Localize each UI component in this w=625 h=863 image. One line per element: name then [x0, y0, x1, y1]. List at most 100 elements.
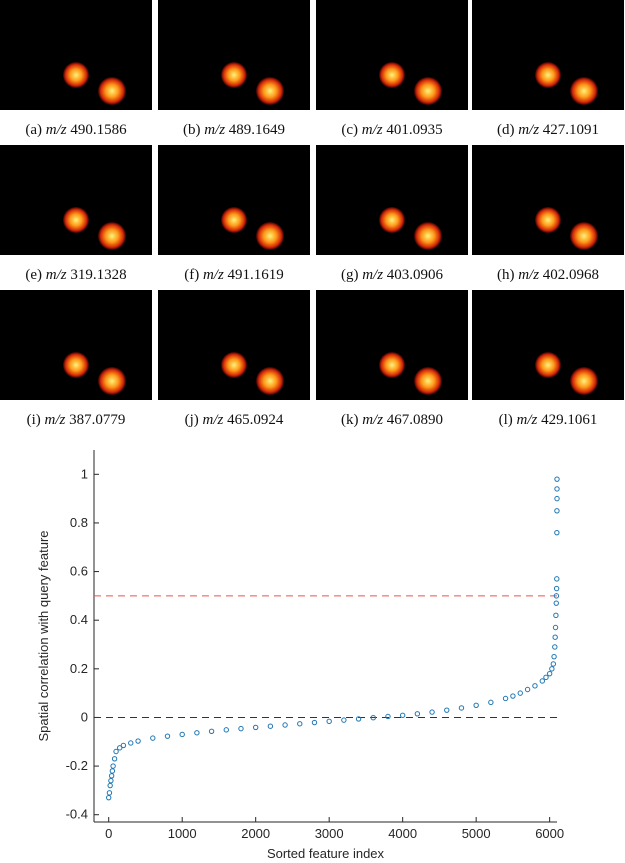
data-point [488, 699, 494, 706]
panel-caption: (i) m/z 387.0779 [27, 412, 126, 428]
caption-value: 319.1328 [70, 267, 126, 283]
ion-image [158, 290, 310, 400]
hotspot [379, 62, 405, 88]
panel-caption: (k) m/z 467.0890 [341, 412, 443, 428]
caption-value: 490.1586 [70, 122, 127, 138]
data-point [267, 723, 274, 729]
hotspot [98, 222, 126, 250]
caption-value: 429.1061 [541, 412, 597, 428]
data-point [554, 486, 560, 492]
y-tick-label: -0.2 [66, 758, 88, 773]
data-point [429, 709, 435, 715]
caption-value: 491.1619 [228, 267, 284, 283]
panel-caption: (c) m/z 401.0935 [341, 122, 442, 138]
ion-image [0, 290, 152, 400]
data-point [117, 745, 123, 751]
data-point [524, 686, 531, 693]
plot-area [94, 450, 557, 822]
data-point [549, 666, 555, 672]
data-point [458, 705, 465, 711]
hotspot [221, 62, 247, 88]
data-point [311, 719, 318, 726]
hotspot [63, 207, 89, 233]
caption-mz: m/z [46, 267, 67, 283]
panel-caption: (h) m/z 402.0968 [497, 267, 599, 283]
caption-label: (f) [184, 267, 199, 283]
data-point [355, 716, 362, 722]
caption-value: 467.0890 [387, 412, 443, 428]
data-point [113, 748, 119, 755]
caption-label: (g) [341, 267, 359, 283]
data-point [510, 693, 516, 699]
hotspot [63, 62, 89, 88]
ion-image [0, 145, 152, 255]
data-point [111, 756, 118, 762]
y-tick-label: 0.6 [70, 564, 88, 579]
caption-mz: m/z [362, 267, 383, 283]
y-tick-label: -0.4 [66, 807, 88, 822]
hotspot [414, 367, 442, 395]
caption-label: (c) [341, 122, 358, 138]
caption-label: (e) [25, 267, 42, 283]
hotspot [98, 367, 126, 395]
y-tick-label: 1 [81, 466, 88, 481]
caption-mz: m/z [362, 122, 383, 138]
data-point [150, 735, 156, 741]
data-point [552, 624, 559, 631]
hotspot [535, 207, 561, 233]
data-point [444, 707, 450, 713]
x-tick-label: 5000 [462, 826, 491, 841]
data-point [106, 790, 113, 796]
hotspot [98, 77, 126, 105]
y-tick-label: 0.8 [70, 515, 88, 530]
data-point [551, 653, 557, 660]
data-point [553, 612, 559, 619]
hotspot [256, 222, 284, 250]
data-point [517, 690, 523, 696]
caption-label: (k) [341, 412, 359, 428]
data-point [341, 717, 347, 723]
data-point [414, 711, 421, 717]
caption-label: (a) [25, 122, 42, 138]
x-tick-label: 6000 [535, 826, 564, 841]
panel-caption: (f) m/z 491.1619 [184, 267, 284, 283]
ion-image [472, 145, 624, 255]
data-point [539, 678, 546, 684]
data-point [554, 529, 560, 536]
data-point [550, 661, 557, 667]
data-point [107, 782, 113, 789]
caption-mz: m/z [46, 122, 67, 138]
y-tick-label: 0 [81, 709, 88, 724]
data-point [553, 593, 560, 599]
data-point [108, 773, 115, 779]
panel-caption: (b) m/z 489.1649 [183, 122, 285, 138]
data-point [282, 722, 288, 728]
caption-mz: m/z [45, 412, 66, 428]
panel-caption: (j) m/z 465.0924 [185, 412, 284, 428]
data-point [473, 702, 479, 708]
data-point [109, 768, 116, 774]
data-point [120, 742, 127, 749]
caption-value: 403.0906 [387, 267, 444, 283]
data-point [554, 476, 560, 482]
ion-image [158, 145, 310, 255]
data-point [135, 738, 141, 744]
data-point [552, 634, 558, 640]
panel-caption: (e) m/z 319.1328 [25, 267, 126, 283]
hotspot [379, 352, 405, 378]
hotspot [414, 222, 442, 250]
data-point [554, 495, 560, 502]
caption-label: (l) [499, 412, 513, 428]
hotspot [570, 367, 598, 395]
panel-caption: (a) m/z 490.1586 [25, 122, 127, 138]
ion-image [316, 290, 468, 400]
caption-label: (i) [27, 412, 41, 428]
ion-image [316, 145, 468, 255]
ion-image [158, 0, 310, 110]
hotspot [221, 207, 247, 233]
caption-mz: m/z [204, 122, 225, 138]
data-point [179, 731, 185, 738]
data-point [546, 670, 553, 677]
caption-mz: m/z [362, 412, 383, 428]
